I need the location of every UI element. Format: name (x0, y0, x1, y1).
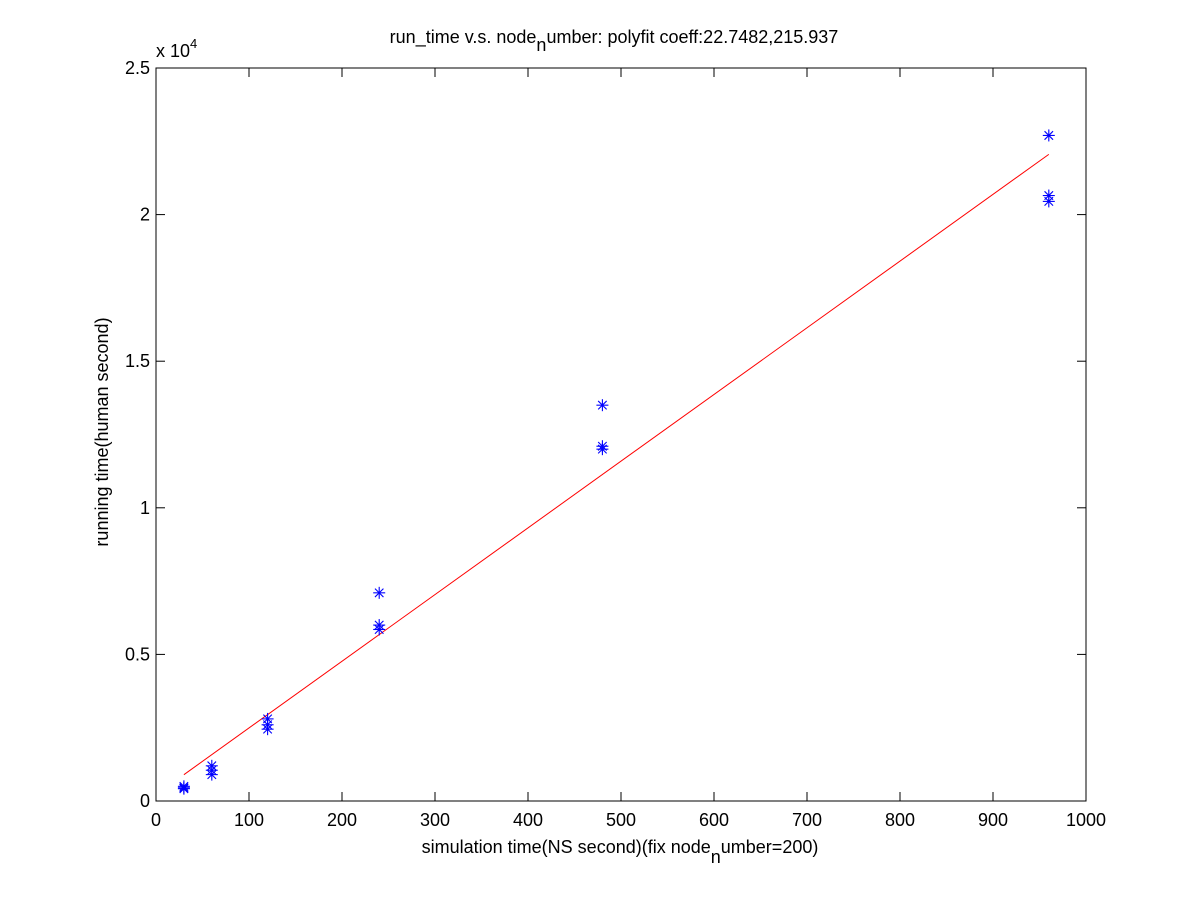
y-axis-exponent-base: x 10 (156, 41, 190, 61)
y-tick-label: 0 (140, 791, 150, 811)
x-tick-label: 200 (327, 810, 357, 830)
y-tick-label: 2.5 (125, 58, 150, 78)
chart-title-subscript: n (536, 35, 546, 55)
data-point (177, 782, 190, 795)
y-tick-label: 0.5 (125, 644, 150, 664)
x-axis-label-subscript: n (711, 847, 721, 867)
x-tick-label: 0 (151, 810, 161, 830)
data-point (373, 619, 386, 632)
fit-line (183, 153, 1050, 776)
data-point (1042, 189, 1055, 202)
chart-title-prefix: run_time v.s. node (390, 27, 537, 48)
data-points-layer (177, 129, 1055, 795)
x-axis-ticks: 0 100 200 300 400 500 600 700 800 900 1000 (151, 68, 1106, 830)
data-point (596, 399, 609, 412)
x-axis-label-prefix: simulation time(NS second)(fix node (422, 837, 711, 857)
data-point (373, 586, 386, 599)
x-axis-label: simulation time(NS second)(fix nodenumbe… (422, 837, 819, 867)
data-point (261, 712, 274, 725)
chart-title-suffix: umber: polyfit coeff:22.7482,215.937 (546, 27, 838, 47)
x-tick-label: 300 (420, 810, 450, 830)
data-point (1042, 129, 1055, 142)
y-axis-exponent-power: 4 (190, 36, 197, 51)
plot-area (156, 68, 1086, 801)
x-tick-label: 400 (513, 810, 543, 830)
y-axis-exponent-label: x 104 (156, 36, 197, 61)
data-point (205, 759, 218, 772)
x-tick-label: 1000 (1066, 810, 1106, 830)
chart-title: run_time v.s. nodenumber: polyfit coeff:… (390, 27, 839, 55)
x-tick-label: 100 (234, 810, 264, 830)
fit-line-layer (183, 153, 1050, 776)
y-axis-label: running time(human second) (92, 317, 112, 546)
x-tick-label: 800 (885, 810, 915, 830)
data-point (596, 440, 609, 453)
y-tick-label: 1.5 (125, 351, 150, 371)
x-tick-label: 900 (978, 810, 1008, 830)
x-tick-label: 700 (792, 810, 822, 830)
y-axis-ticks: 0 0.5 1 1.5 2 2.5 (125, 58, 1086, 811)
y-tick-label: 2 (140, 205, 150, 225)
x-tick-label: 600 (699, 810, 729, 830)
x-axis-label-suffix: umber=200) (721, 837, 819, 857)
y-tick-label: 1 (140, 498, 150, 518)
x-tick-label: 500 (606, 810, 636, 830)
